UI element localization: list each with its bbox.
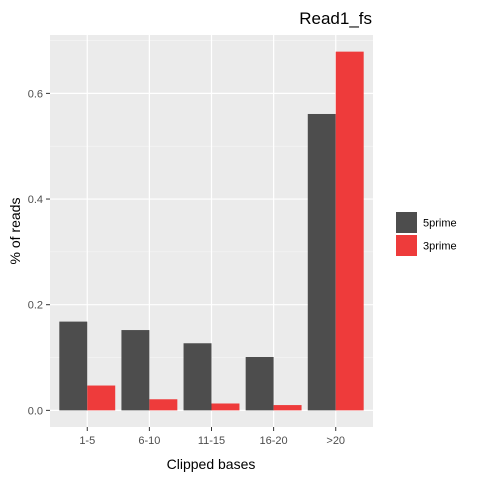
x-tick-label: 1-5 bbox=[79, 435, 95, 447]
bar-3prime-0 bbox=[87, 385, 116, 411]
x-tick-label: 16-20 bbox=[260, 435, 288, 447]
bar-3prime-4 bbox=[335, 51, 364, 411]
bar-5prime-2 bbox=[183, 343, 212, 411]
x-tick-label: >20 bbox=[326, 435, 345, 447]
legend: 5prime 3prime bbox=[396, 212, 457, 256]
y-tick-label: 0.4 bbox=[28, 194, 43, 206]
bar-5prime-4 bbox=[307, 113, 336, 411]
x-axis-ticks: 1-5 6-10 11-15 16-20 >20 bbox=[79, 427, 345, 447]
y-tick-label: 0.2 bbox=[28, 300, 43, 312]
bar-5prime-0 bbox=[59, 321, 88, 411]
bar-5prime-1 bbox=[121, 330, 150, 411]
legend-key-5prime bbox=[396, 212, 417, 233]
bar-3prime-2 bbox=[211, 403, 240, 411]
legend-key-3prime bbox=[396, 235, 417, 256]
y-tick-label: 0.6 bbox=[28, 88, 43, 100]
y-tick-label: 0.0 bbox=[28, 405, 43, 417]
chart-title: Read1_fs bbox=[299, 9, 372, 28]
x-tick-label: 11-15 bbox=[198, 435, 225, 447]
x-tick-label: 6-10 bbox=[138, 435, 160, 447]
bar-3prime-1 bbox=[149, 399, 178, 411]
legend-label-3prime: 3prime bbox=[423, 241, 457, 253]
y-axis-title: % of reads bbox=[7, 198, 23, 265]
bar-3prime-3 bbox=[273, 405, 302, 411]
y-axis-ticks: 0.0 0.2 0.4 0.6 bbox=[28, 88, 50, 417]
bars bbox=[59, 51, 364, 411]
bar-5prime-3 bbox=[245, 357, 274, 411]
legend-label-5prime: 5prime bbox=[423, 218, 457, 230]
x-axis-title: Clipped bases bbox=[167, 456, 256, 472]
